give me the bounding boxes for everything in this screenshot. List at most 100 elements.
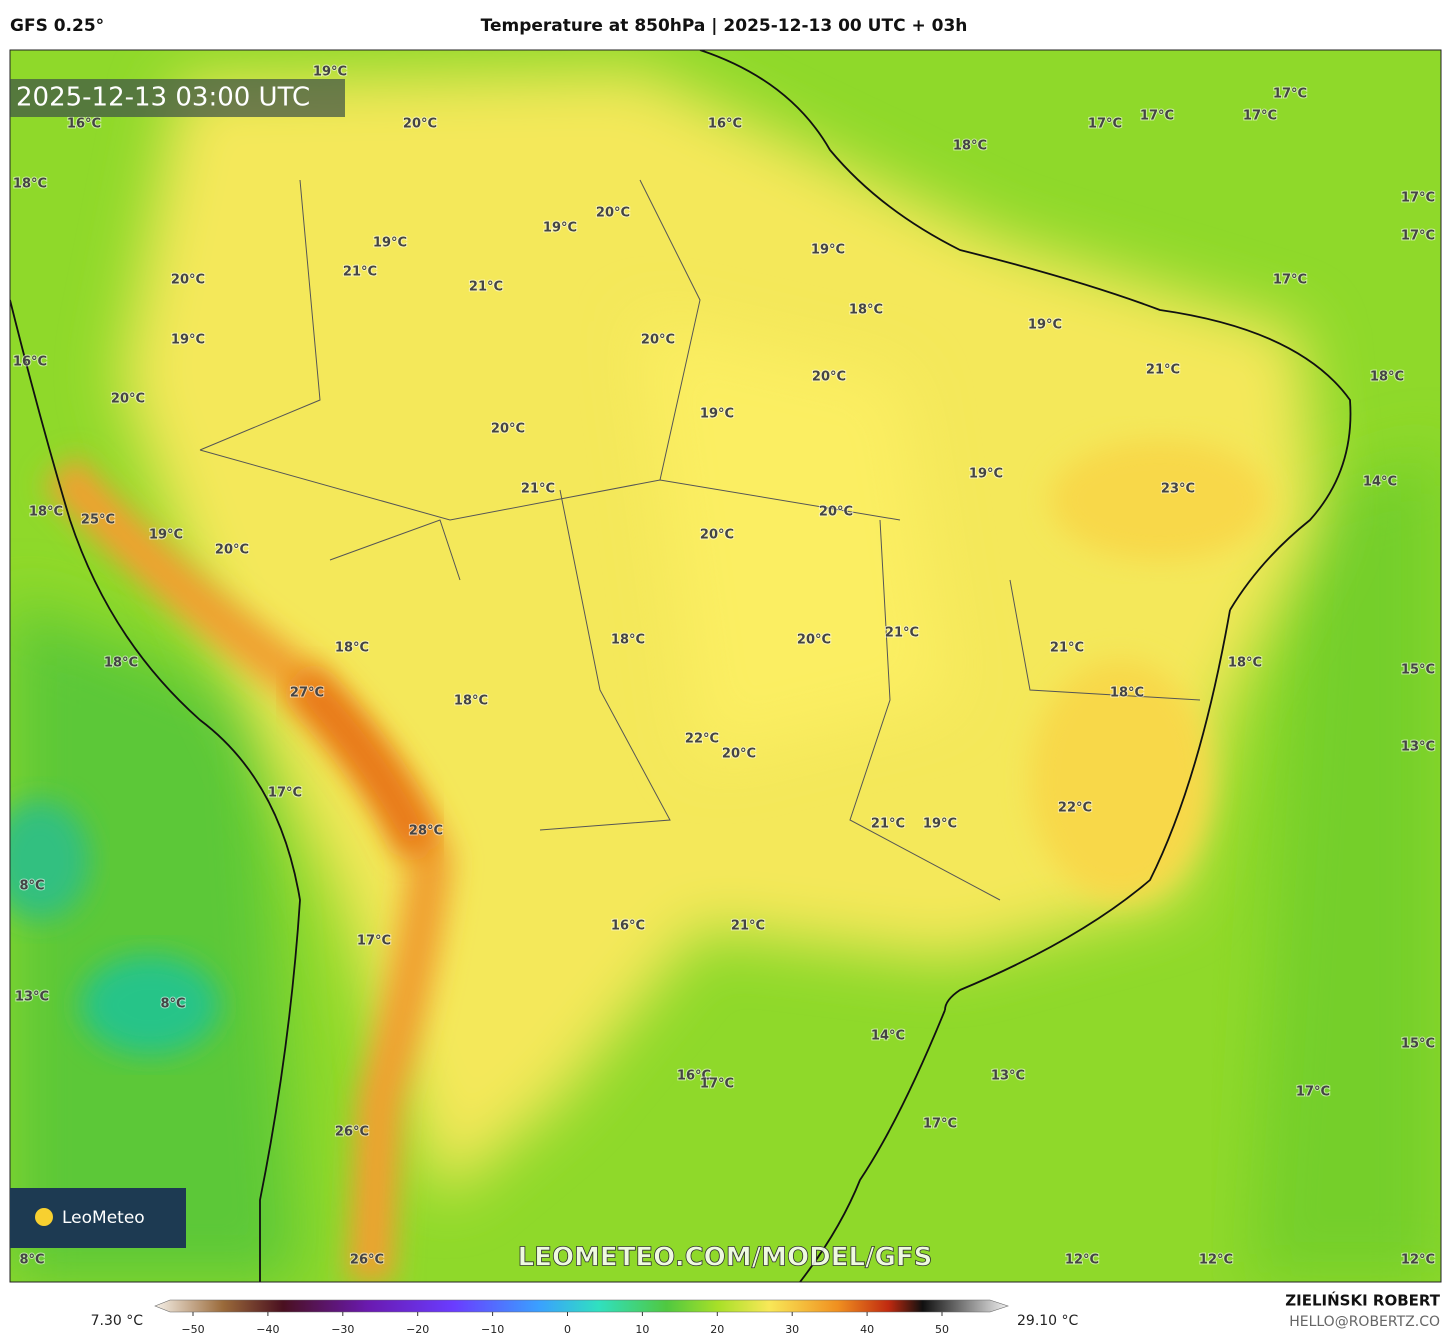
logo-text: LeoMeteo (62, 1208, 145, 1228)
colorbar-tick-label: 50 (935, 1323, 949, 1336)
temperature-label: 21°C (731, 919, 765, 934)
map-field (10, 50, 1441, 1282)
temperature-label: 15°C (1401, 663, 1435, 678)
temperature-label: 20°C (403, 117, 437, 132)
temperature-label: 12°C (1401, 1253, 1435, 1268)
temperature-label: 22°C (1058, 801, 1092, 816)
colorbar-tick-label: 20 (710, 1323, 724, 1336)
temperature-label: 16°C (611, 919, 645, 934)
temperature-label: 20°C (491, 422, 525, 437)
temperature-label: 20°C (797, 633, 831, 648)
colorbar (154, 1299, 1009, 1313)
temperature-label: 16°C (677, 1069, 711, 1084)
map-frame (9, 49, 1442, 1283)
colorbar-min: 7.30 °C (91, 1313, 144, 1329)
temperature-label: 15°C (1401, 1037, 1435, 1052)
temperature-label: 17°C (357, 934, 391, 949)
colorbar-tick-label: −30 (331, 1323, 354, 1336)
temperature-label: 21°C (521, 482, 555, 497)
temperature-label: 8°C (19, 879, 44, 894)
temperature-label: 21°C (1050, 641, 1084, 656)
temperature-label: 18°C (454, 694, 488, 709)
temperature-label: 19°C (969, 467, 1003, 482)
temperature-label: 12°C (1199, 1253, 1233, 1268)
temperature-label: 20°C (171, 273, 205, 288)
temperature-label: 16°C (13, 355, 47, 370)
temperature-label: 17°C (1088, 117, 1122, 132)
temperature-label: 17°C (1243, 109, 1277, 124)
temperature-label: 16°C (708, 117, 742, 132)
temperature-label: 21°C (469, 280, 503, 295)
temperature-label: 23°C (1161, 482, 1195, 497)
temperature-label: 8°C (19, 1253, 44, 1268)
colorbar-tick-label: −20 (406, 1323, 429, 1336)
temperature-label: 21°C (1146, 363, 1180, 378)
temperature-label: 26°C (350, 1253, 384, 1268)
temperature-label: 17°C (1273, 273, 1307, 288)
map-title: Temperature at 850hPa | 2025-12-13 00 UT… (481, 16, 968, 36)
temperature-label: 17°C (700, 1077, 734, 1092)
temperature-label: 20°C (641, 333, 675, 348)
temperature-label: 21°C (885, 626, 919, 641)
temperature-label: 18°C (953, 139, 987, 154)
temperature-label: 20°C (700, 528, 734, 543)
temperature-label: 25°C (81, 513, 115, 528)
temperature-label: 18°C (13, 177, 47, 192)
colorbar-tick-label: −50 (181, 1323, 204, 1336)
temperature-label: 19°C (171, 333, 205, 348)
temperature-label: 18°C (1370, 370, 1404, 385)
colorbar-tick-label: 30 (785, 1323, 799, 1336)
temperature-label: 17°C (1140, 109, 1174, 124)
temperature-label: 8°C (160, 997, 185, 1012)
temperature-label: 18°C (1110, 686, 1144, 701)
temperature-label: 20°C (596, 206, 630, 221)
temperature-label: 17°C (1273, 87, 1307, 102)
colorbar-tick-label: 10 (635, 1323, 649, 1336)
temperature-label: 19°C (923, 817, 957, 832)
temperature-label: 18°C (104, 656, 138, 671)
temperature-label: 14°C (1363, 475, 1397, 490)
temperature-label: 17°C (1401, 191, 1435, 206)
temperature-label: 20°C (111, 392, 145, 407)
temperature-label: 19°C (1028, 318, 1062, 333)
logo-sun (35, 1208, 53, 1226)
temperature-label: 19°C (811, 243, 845, 258)
watermark: LEOMETEO.COM/MODEL/GFS (518, 1243, 933, 1273)
colorbar-tick-label: 40 (860, 1323, 874, 1336)
temperature-label: 12°C (1065, 1253, 1099, 1268)
temperature-label: 13°C (15, 990, 49, 1005)
temperature-label: 27°C (290, 686, 324, 701)
temperature-label: 19°C (700, 407, 734, 422)
timestamp: 2025-12-13 03:00 UTC (16, 83, 310, 113)
temperature-label: 21°C (871, 817, 905, 832)
temperature-label: 22°C (685, 732, 719, 747)
temperature-label: 13°C (1401, 740, 1435, 755)
temperature-label: 17°C (268, 786, 302, 801)
temperature-label: 20°C (819, 505, 853, 520)
temperature-label: 19°C (149, 528, 183, 543)
temperature-label: 17°C (1401, 229, 1435, 244)
temperature-label: 14°C (871, 1029, 905, 1044)
colorbar-max: 29.10 °C (1017, 1313, 1079, 1329)
temperature-label: 18°C (611, 633, 645, 648)
temperature-label: 18°C (335, 641, 369, 656)
colorbar-tick-label: −40 (256, 1323, 279, 1336)
temperature-label: 18°C (849, 303, 883, 318)
colorbar-tick-label: −10 (481, 1323, 504, 1336)
temperature-label: 19°C (373, 236, 407, 251)
temperature-label: 16°C (67, 117, 101, 132)
temperature-label: 19°C (313, 65, 347, 80)
temperature-labels: 19°C 16°C 20°C 16°C 18°C 17°C 17°C 17°C 17°C 18°C… (12, 64, 1436, 1269)
temperature-label: 26°C (335, 1125, 369, 1140)
temperature-label: 20°C (215, 543, 249, 558)
temperature-label: 19°C (543, 221, 577, 236)
model-name: GFS 0.25° (10, 16, 104, 36)
temperature-label: 17°C (923, 1117, 957, 1132)
timestamp-box (10, 79, 345, 117)
temperature-label: 20°C (812, 370, 846, 385)
temperature-label: 28°C (409, 824, 443, 839)
temperature-label: 17°C (1296, 1085, 1330, 1100)
author: ZIELIŃSKI ROBERT (1285, 1291, 1440, 1310)
email: HELLO@ROBERTZ.CO (1289, 1314, 1440, 1330)
